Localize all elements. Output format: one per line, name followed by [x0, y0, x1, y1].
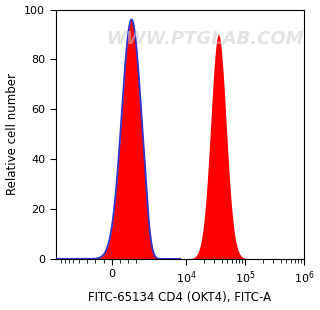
X-axis label: FITC-65134 CD4 (OKT4), FITC-A: FITC-65134 CD4 (OKT4), FITC-A — [88, 291, 271, 304]
Text: WWW.PTGLAB.COM: WWW.PTGLAB.COM — [106, 30, 303, 48]
Y-axis label: Relative cell number: Relative cell number — [5, 73, 19, 195]
